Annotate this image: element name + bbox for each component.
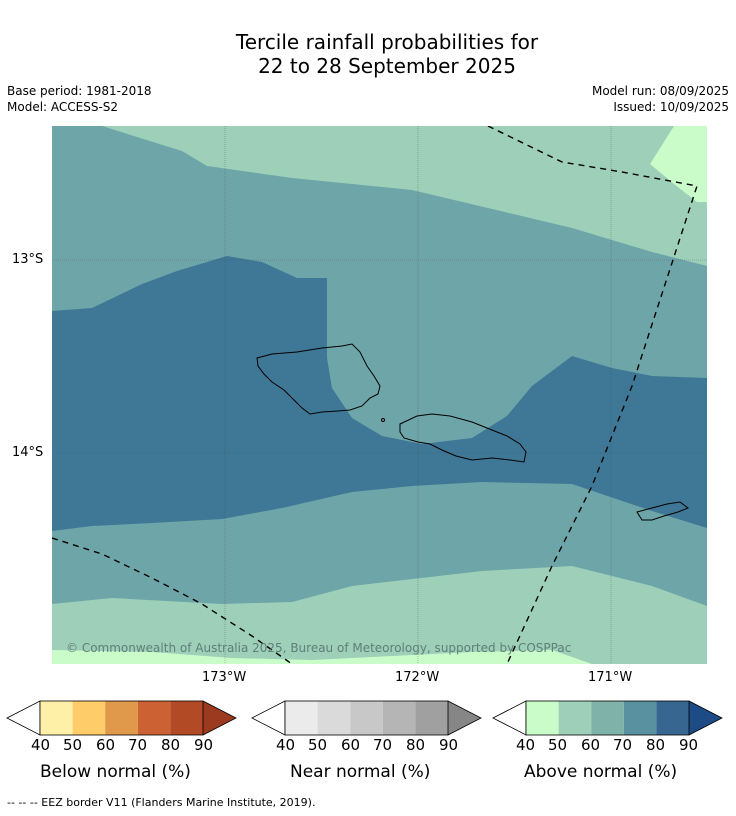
tick-below-40: 40	[31, 736, 51, 754]
chart-title: Tercile rainfall probabilities for 22 to…	[0, 30, 736, 78]
lat-label-13s: 13°S	[12, 252, 44, 267]
map-gridlines	[52, 126, 707, 664]
zone-above-70	[52, 256, 707, 531]
colorbar-below-extend-low	[6, 700, 41, 736]
model-run: Model run: 08/09/2025	[591, 84, 729, 98]
tick-below-50: 50	[63, 736, 83, 754]
colorbar-near-bin-80	[415, 701, 448, 735]
lon-label-173w: 173°W	[202, 670, 247, 685]
colorbar-above-label: Above normal (%)	[524, 762, 678, 782]
island-upolu	[399, 413, 527, 463]
island-outlines	[256, 343, 690, 521]
colorbar-near-label: Near normal (%)	[290, 762, 431, 782]
colorbar-above	[492, 700, 723, 736]
colorbar-below	[6, 700, 237, 736]
zone-above-40-south	[52, 650, 592, 664]
tick-below-90: 90	[194, 736, 214, 754]
tick-below-60: 60	[96, 736, 116, 754]
title-line-2: 22 to 28 September 2025	[258, 54, 516, 78]
tick-above-80: 80	[646, 736, 666, 754]
colorbar-above-extend-low	[492, 700, 527, 736]
tick-above-50: 50	[548, 736, 568, 754]
colorbar-near-extend-high	[448, 701, 481, 735]
lat-label-14s: 14°S	[12, 445, 44, 460]
colorbar-near	[251, 700, 482, 736]
colorbar-below-bin-80	[170, 701, 203, 735]
colorbar-above-bin-40	[526, 701, 559, 735]
tick-near-90: 90	[439, 736, 459, 754]
colorbar-near-extend-low	[251, 700, 286, 736]
title-line-1: Tercile rainfall probabilities for	[235, 30, 539, 54]
tick-near-70: 70	[373, 736, 393, 754]
colorbar-below-bin-60	[105, 701, 138, 735]
tick-near-80: 80	[406, 736, 426, 754]
colorbar-near-bin-50	[317, 701, 351, 735]
base-period: Base period: 1981-2018	[7, 84, 152, 98]
tick-below-70: 70	[128, 736, 148, 754]
copyright-notice: © Commonwealth of Australia 2025, Bureau…	[66, 641, 572, 655]
colorbar-above-bin-80	[656, 701, 689, 735]
tick-above-60: 60	[581, 736, 601, 754]
colorbar-below-bin-70	[137, 701, 171, 735]
colorbar-below-bin-40	[40, 701, 73, 735]
tick-above-90: 90	[679, 736, 699, 754]
island-savaii	[256, 343, 381, 415]
colorbar-above-bin-70	[623, 701, 657, 735]
eez-line-south	[52, 537, 293, 664]
tick-near-40: 40	[276, 736, 296, 754]
tick-near-50: 50	[308, 736, 328, 754]
colorbar-above-extend-high	[689, 701, 722, 735]
eez-borders	[52, 126, 698, 664]
colorbar-above-bin-60	[591, 701, 624, 735]
probability-map	[52, 126, 707, 664]
colorbar-near-bin-40	[285, 701, 318, 735]
issued-date: Issued: 10/09/2025	[613, 100, 729, 114]
lon-label-171w: 171°W	[588, 670, 633, 685]
eez-line-east	[487, 126, 698, 664]
colorbar-near-bin-70	[382, 701, 416, 735]
colorbar-below-label: Below normal (%)	[40, 762, 191, 782]
meta-right: Model run: 08/09/2025 Issued: 10/09/2025	[592, 83, 729, 115]
island-tutuila	[636, 501, 690, 521]
island-manono	[381, 418, 385, 422]
colorbar-near-bin-60	[350, 701, 383, 735]
lon-label-172w: 172°W	[395, 670, 440, 685]
zone-above-40-north	[482, 126, 707, 202]
model-name: Model: ACCESS-S2	[7, 100, 119, 114]
colorbar-below-extend-high	[203, 701, 236, 735]
tick-above-70: 70	[613, 736, 633, 754]
meta-left: Base period: 1981-2018 Model: ACCESS-S2	[7, 83, 152, 115]
colorbar-below-bin-50	[72, 701, 106, 735]
tick-near-60: 60	[341, 736, 361, 754]
eez-footnote: -- -- -- EEZ border V11 (Flanders Marine…	[7, 796, 316, 809]
colorbar-above-bin-50	[558, 701, 592, 735]
tick-above-40: 40	[516, 736, 536, 754]
tick-below-80: 80	[161, 736, 181, 754]
